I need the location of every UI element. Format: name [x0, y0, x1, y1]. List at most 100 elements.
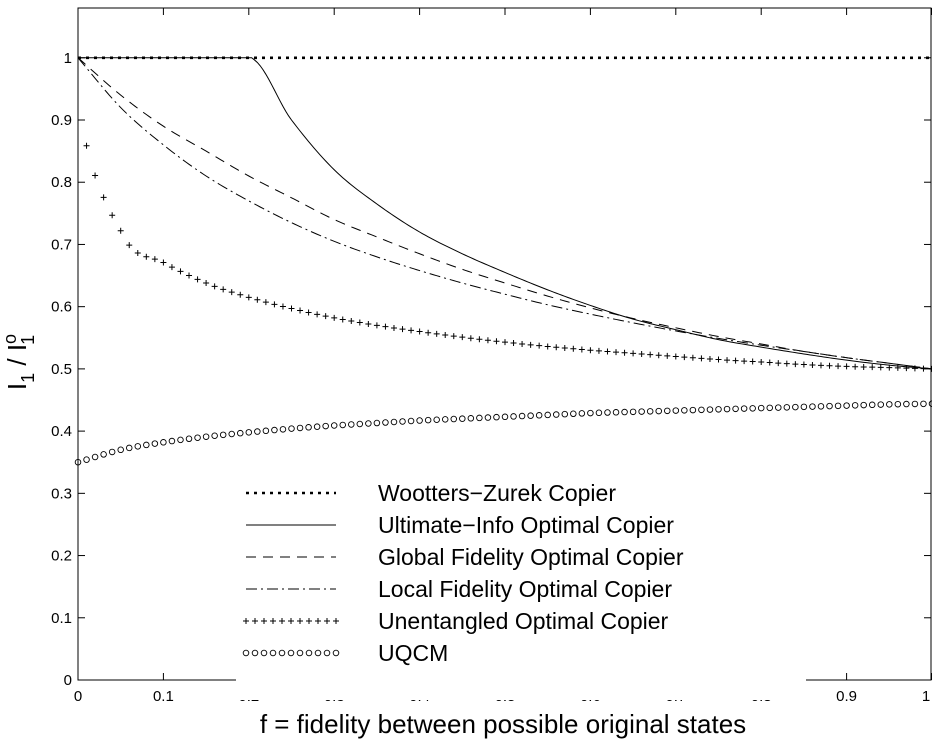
point-unentangled-optimal-copier	[433, 330, 440, 337]
point-unentangled-optimal-copier	[510, 340, 517, 347]
point-uqcm	[211, 432, 218, 440]
point-uqcm	[681, 407, 688, 414]
point-uqcm	[424, 416, 432, 424]
point-uqcm	[621, 408, 628, 416]
point-unentangled-optimal-copier	[783, 360, 790, 367]
point-uqcm	[407, 417, 415, 425]
point-uqcm	[296, 424, 304, 432]
point-unentangled-optimal-copier	[741, 358, 748, 365]
series-global-fidelity-optimal-copier	[77, 57, 932, 370]
series-ultimate-info-optimal-copier	[78, 57, 932, 370]
point-uqcm	[262, 427, 270, 435]
legend-marker	[287, 649, 295, 657]
point-unentangled-optimal-copier	[536, 342, 543, 349]
point-unentangled-optimal-copier	[467, 335, 474, 342]
point-unentangled-optimal-copier	[194, 276, 201, 283]
point-unentangled-optimal-copier	[570, 345, 577, 352]
point-uqcm	[450, 415, 458, 423]
point-unentangled-optimal-copier	[544, 343, 551, 350]
point-uqcm	[544, 411, 551, 419]
point-unentangled-optimal-copier	[766, 359, 773, 366]
legend-marker	[251, 649, 259, 657]
point-unentangled-optimal-copier	[502, 339, 508, 346]
point-uqcm	[390, 418, 398, 426]
y-axis-title-sub: 1	[18, 373, 38, 383]
point-unentangled-optimal-copier	[621, 349, 628, 356]
legend-marker	[288, 618, 294, 624]
point-unentangled-optimal-copier	[416, 328, 423, 335]
point-uqcm	[279, 426, 287, 433]
legend-marker	[269, 649, 277, 657]
point-unentangled-optimal-copier	[442, 331, 449, 338]
x-tick-label: 0.9	[836, 688, 857, 705]
y-tick-label: 0.8	[51, 174, 72, 191]
y-tick-label: 0.7	[51, 236, 72, 253]
point-unentangled-optimal-copier	[450, 333, 457, 340]
point-uqcm	[570, 410, 577, 418]
legend-marker	[324, 618, 330, 624]
point-uqcm	[920, 400, 927, 408]
legend-marker	[242, 649, 250, 657]
point-uqcm	[894, 400, 902, 408]
point-unentangled-optimal-copier	[886, 364, 893, 371]
legend-marker	[332, 649, 340, 657]
point-uqcm	[194, 434, 201, 441]
legend-entry: Local Fidelity Optimal Copier	[246, 576, 672, 602]
legend-marker	[315, 618, 321, 624]
point-uqcm	[792, 403, 799, 411]
point-unentangled-optimal-copier	[835, 363, 842, 370]
point-uqcm	[168, 437, 176, 445]
legend-marker	[261, 618, 267, 624]
legend-entry: Unentangled Optimal Copier	[243, 608, 669, 634]
point-unentangled-optimal-copier	[314, 311, 321, 318]
x-tick-label: 0.1	[153, 688, 174, 705]
point-unentangled-optimal-copier	[109, 212, 116, 219]
point-uqcm	[723, 405, 731, 413]
y-tick-label: 0.9	[51, 112, 72, 129]
point-unentangled-optimal-copier	[271, 301, 278, 308]
legend-marker	[279, 618, 285, 624]
point-unentangled-optimal-copier	[245, 294, 252, 301]
point-unentangled-optimal-copier	[143, 253, 150, 260]
point-unentangled-optimal-copier	[288, 305, 295, 312]
point-unentangled-optimal-copier	[382, 323, 389, 330]
point-uqcm	[715, 406, 722, 413]
point-unentangled-optimal-copier	[262, 299, 269, 306]
point-uqcm	[809, 403, 816, 410]
point-uqcm	[305, 424, 312, 431]
point-uqcm	[655, 407, 662, 415]
point-unentangled-optimal-copier	[365, 320, 372, 327]
point-unentangled-optimal-copier	[724, 357, 731, 364]
point-unentangled-optimal-copier	[322, 313, 329, 320]
legend-label: UQCM	[378, 640, 448, 666]
point-uqcm	[416, 417, 423, 424]
point-uqcm	[757, 404, 765, 412]
point-unentangled-optimal-copier	[297, 307, 304, 314]
y-tick-label: 1	[64, 50, 72, 67]
legend-label: Unentangled Optimal Copier	[378, 608, 669, 634]
point-unentangled-optimal-copier	[459, 334, 466, 341]
point-uqcm	[330, 422, 338, 429]
point-uqcm	[834, 402, 842, 410]
point-unentangled-optimal-copier	[792, 361, 799, 368]
point-unentangled-optimal-copier	[732, 357, 739, 364]
point-uqcm	[851, 402, 859, 409]
series-local-fidelity-optimal-copier	[77, 57, 932, 370]
y-tick-label: 0.1	[51, 610, 72, 627]
x-axis-title: f = fidelity between possible original s…	[260, 709, 746, 739]
point-unentangled-optimal-copier	[331, 314, 338, 321]
point-unentangled-optimal-copier	[527, 341, 534, 348]
point-uqcm	[903, 400, 910, 408]
y-tick-label: 0.4	[51, 423, 72, 440]
point-uqcm	[527, 412, 534, 419]
series-unentangled-optimal-copier	[83, 142, 932, 372]
point-unentangled-optimal-copier	[800, 361, 807, 368]
point-unentangled-optimal-copier	[561, 345, 568, 352]
point-unentangled-optimal-copier	[758, 359, 765, 366]
chart-marks	[74, 56, 932, 466]
point-uqcm	[587, 409, 594, 417]
point-uqcm	[664, 407, 671, 415]
point-unentangled-optimal-copier	[894, 364, 901, 371]
point-unentangled-optimal-copier	[228, 289, 235, 296]
